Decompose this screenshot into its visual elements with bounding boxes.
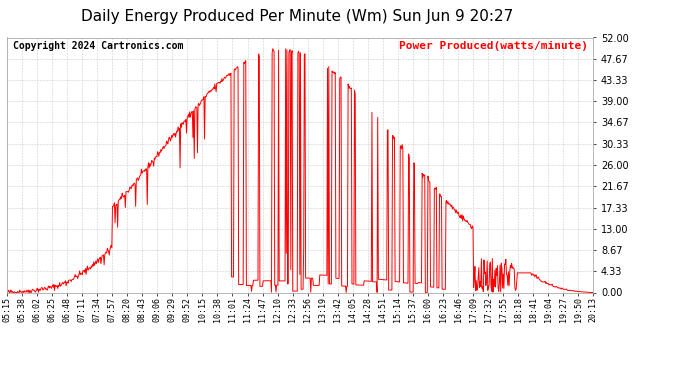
- Text: Copyright 2024 Cartronics.com: Copyright 2024 Cartronics.com: [13, 41, 183, 51]
- Text: Daily Energy Produced Per Minute (Wm) Sun Jun 9 20:27: Daily Energy Produced Per Minute (Wm) Su…: [81, 9, 513, 24]
- Text: Power Produced(watts/minute): Power Produced(watts/minute): [399, 41, 587, 51]
